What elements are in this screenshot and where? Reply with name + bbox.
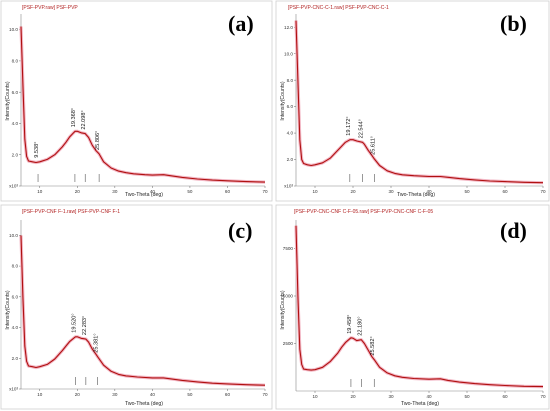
y-tick-label: 4.0 — [287, 131, 294, 136]
x-tick-label: 70 — [262, 392, 268, 397]
series-line — [20, 235, 266, 386]
y-tick-label: 2.0 — [287, 157, 294, 162]
panel-c-title: [PSF-PVP-CNF F-1.raw] PSF-PVP-CNF F-1 — [22, 209, 120, 215]
panel-a-y-axis-label: Intensity(Counts) — [5, 81, 11, 120]
peak-label: 19.368° — [71, 108, 77, 127]
x-tick-label: 70 — [540, 189, 546, 194]
y-tick-label: 12.0 — [284, 25, 293, 30]
peak-label: 19.172° — [346, 116, 352, 135]
panel-b-x-axis-label: Two-Theta (deg) — [397, 192, 435, 198]
series-line — [295, 20, 544, 184]
y-tick-label: 4.0 — [12, 325, 19, 330]
x-tick-label: 10 — [37, 392, 43, 397]
peak-label: 25.381° — [94, 333, 100, 352]
x-tick-label: 30 — [388, 189, 394, 194]
series-line — [295, 225, 544, 388]
panel-c-x-axis-label: Two-Theta (deg) — [125, 401, 163, 407]
x-tick-label: 20 — [75, 392, 81, 397]
x-tick-label: 20 — [350, 189, 356, 194]
panel-b-frame — [275, 0, 550, 202]
panel-a: [PSF-PVP.raw] PSF-PVP (a) 10 20 30 40 50 60 70… — [0, 0, 273, 202]
peak-label: 19.520° — [72, 313, 78, 332]
peak-label: 22.544° — [359, 119, 365, 138]
panel-c-frame — [0, 204, 273, 410]
x-tick-label: 60 — [225, 189, 231, 194]
y-tick-label: x10³ — [9, 387, 18, 392]
x-tick-label: 50 — [187, 392, 193, 397]
panel-d-title: [PSF-PVP-CNC-CNF C-F-05.raw] PSF-PVP-CNC… — [294, 209, 433, 215]
peak-label: 22.098° — [81, 110, 87, 129]
y-tick-label: 2.0 — [12, 152, 19, 157]
y-tick-label: x10³ — [284, 184, 293, 189]
panel-b-title: [PSF-PVP-CNC-C-1.raw] PSF-PVP-CNC-C-1 — [288, 5, 389, 11]
y-tick-label: 2.0 — [12, 356, 19, 361]
y-tick-label: 10.0 — [9, 27, 18, 32]
panel-d: [PSF-PVP-CNC-CNF C-F-05.raw] PSF-PVP-CNC… — [275, 204, 550, 410]
y-tick-label: 4.0 — [12, 121, 19, 126]
panel-b: [PSF-PVP-CNC-C-1.raw] PSF-PVP-CNC-C-1 (b… — [275, 0, 550, 202]
panel-a-title: [PSF-PVP.raw] PSF-PVP — [22, 5, 78, 11]
x-tick-label: 70 — [540, 394, 546, 399]
peak-label: 25.582° — [370, 336, 376, 355]
peak-label: 25.806° — [95, 131, 101, 150]
peak-label: 9.538° — [34, 142, 40, 158]
x-tick-label: 20 — [75, 189, 81, 194]
panel-c-plot: 10 20 30 40 50 60 70 x10³ 2.0 4.0 6.0 8.0 10.0 19.520… — [9, 220, 268, 397]
peak-label: 22.283° — [82, 316, 88, 335]
x-tick-label: 10 — [312, 189, 318, 194]
x-tick-label: 10 — [312, 394, 318, 399]
x-tick-label: 40 — [150, 189, 156, 194]
y-tick-label: 8.0 — [12, 59, 19, 64]
panel-d-letter: (d) — [500, 218, 527, 243]
y-tick-label: 8.0 — [287, 78, 294, 83]
panel-a-plot: 10 20 30 40 50 60 70 x10³ 2.0 4.0 6.0 8.0 10.0 9.538°… — [9, 14, 268, 194]
y-tick-label: x10³ — [9, 184, 18, 189]
y-tick-label: 6.0 — [12, 90, 19, 95]
x-tick-label: 30 — [112, 189, 118, 194]
panel-b-plot: 10 20 30 40 50 60 70 x10³ 2.0 4.0 6.0 8.0 10.0 12.0 19… — [284, 14, 546, 194]
panel-a-letter: (a) — [228, 11, 254, 36]
x-tick-label: 30 — [112, 392, 118, 397]
peak-label: 25.611° — [370, 136, 376, 155]
y-tick-label: 5000 — [283, 294, 294, 299]
peak-label: 22.180° — [357, 316, 363, 335]
x-tick-label: 30 — [388, 394, 394, 399]
y-tick-label: 10.0 — [9, 233, 18, 238]
panel-c-letter: (c) — [228, 218, 252, 243]
panel-d-plot: 10 20 30 40 50 60 70 2500 5000 7500 19.458° 22.180°… — [283, 220, 546, 399]
panel-b-letter: (b) — [500, 11, 527, 36]
panel-d-y-axis-label: Intensity(Counts) — [280, 290, 286, 329]
x-tick-label: 20 — [350, 394, 356, 399]
x-tick-label: 40 — [150, 392, 156, 397]
peak-label: 19.458° — [347, 314, 353, 333]
x-tick-label: 60 — [502, 394, 508, 399]
y-tick-label: 2500 — [283, 341, 294, 346]
x-tick-label: 50 — [464, 189, 470, 194]
x-tick-label: 50 — [464, 394, 470, 399]
x-tick-label: 50 — [187, 189, 193, 194]
panel-b-y-axis-label: Intensity(Counts) — [280, 81, 286, 120]
x-tick-label: 60 — [225, 392, 231, 397]
x-tick-label: 40 — [426, 394, 432, 399]
x-tick-label: 70 — [262, 189, 268, 194]
y-tick-label: 7500 — [283, 246, 294, 251]
panel-c-y-axis-label: Intensity(Counts) — [5, 290, 11, 329]
x-tick-label: 10 — [37, 189, 43, 194]
panel-d-x-axis-label: Two-Theta (deg) — [401, 401, 439, 407]
panel-a-frame — [0, 0, 273, 202]
y-tick-label: 6.0 — [287, 104, 294, 109]
x-tick-label: 40 — [426, 189, 432, 194]
series-line — [20, 26, 266, 183]
y-tick-label: 6.0 — [12, 294, 19, 299]
panel-d-frame — [275, 204, 550, 410]
panel-a-x-axis-label: Two-Theta (deg) — [125, 192, 163, 198]
panel-c: [PSF-PVP-CNF F-1.raw] PSF-PVP-CNF F-1 (c… — [0, 204, 273, 410]
y-tick-label: 8.0 — [12, 264, 19, 269]
y-tick-label: 10.0 — [284, 51, 293, 56]
x-tick-label: 60 — [502, 189, 508, 194]
